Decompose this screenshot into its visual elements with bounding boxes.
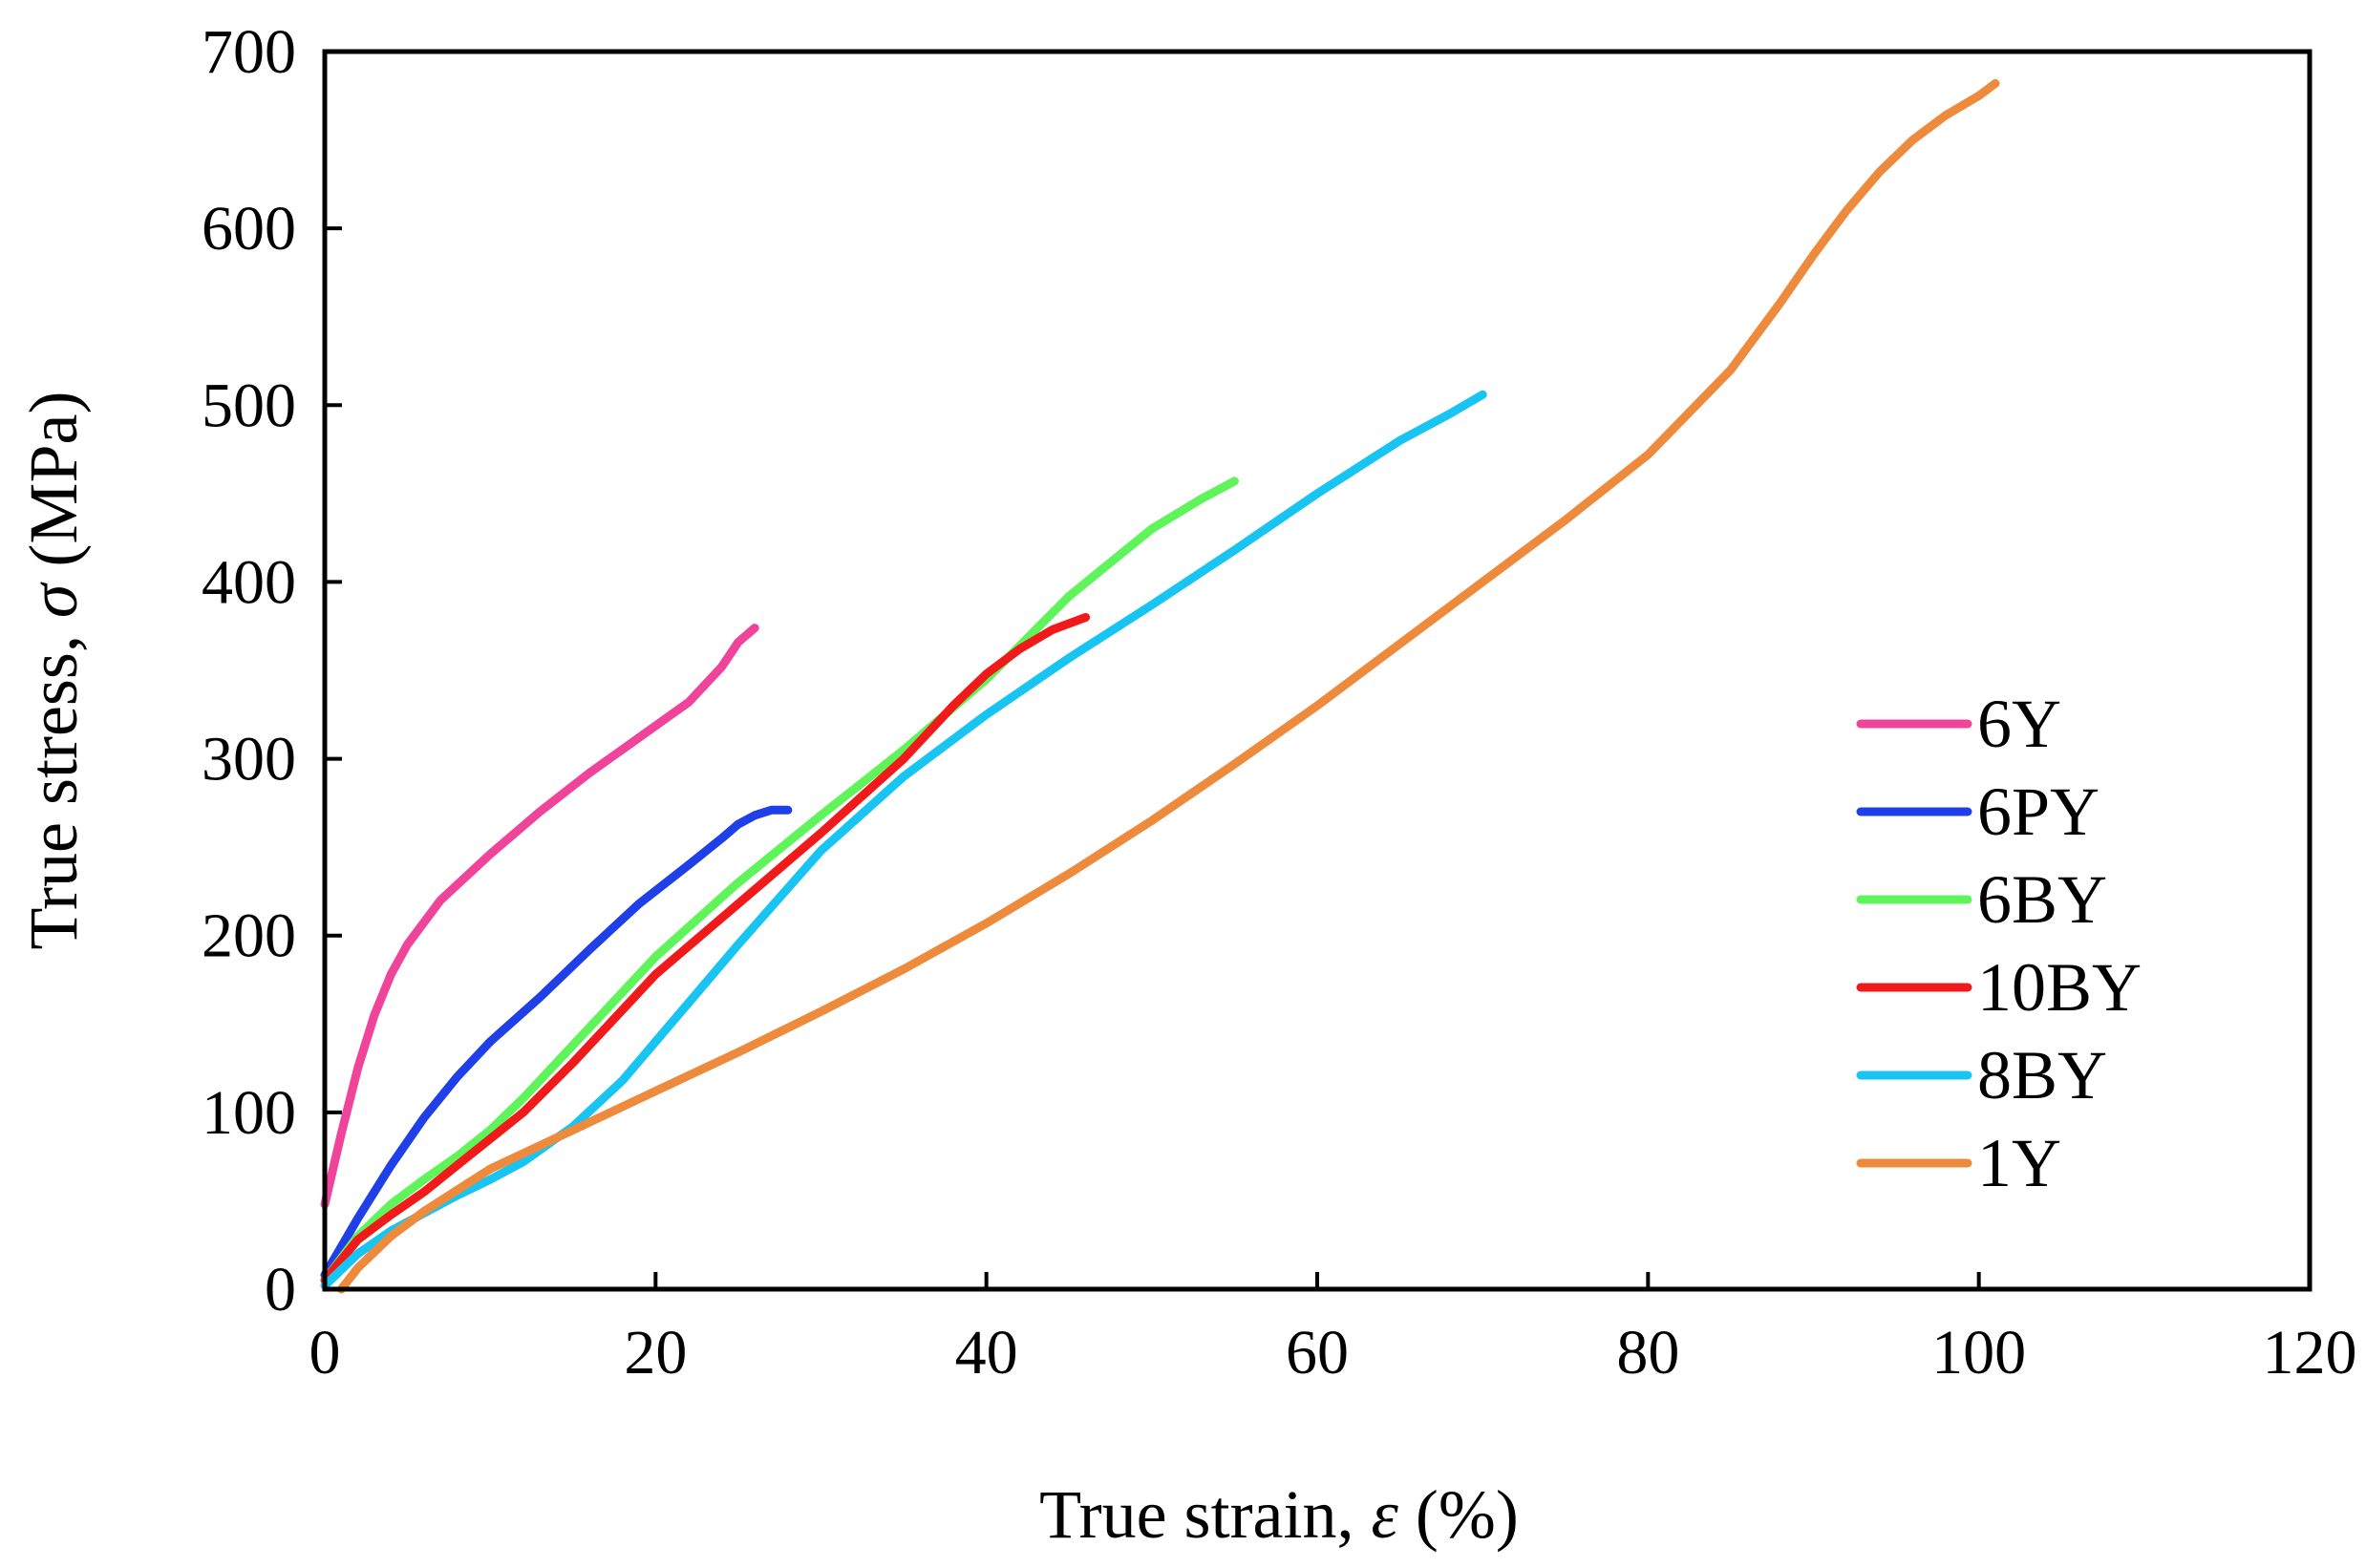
y-tick-label: 700 — [202, 17, 296, 87]
y-tick-label: 500 — [202, 371, 296, 440]
x-tick-label: 0 — [309, 1318, 341, 1388]
y-tick-label: 400 — [202, 547, 296, 617]
legend-label-6by: 6BY — [1977, 861, 2107, 938]
y-tick-label: 300 — [202, 725, 296, 795]
series-line-6by — [320, 477, 1239, 1285]
y-tick-label: 200 — [202, 901, 296, 971]
y-axis-label: True stress, σ (MPa) — [15, 392, 92, 950]
series-line-10by — [320, 613, 1091, 1285]
y-tick-label: 100 — [202, 1078, 296, 1148]
y-tick-label: 600 — [202, 194, 296, 264]
legend: 6Y 6PY 6BY 10BY 8BY 1Y — [1856, 686, 2142, 1201]
legend-label-1y: 1Y — [1977, 1125, 2061, 1201]
x-tick-label: 120 — [2263, 1318, 2357, 1388]
x-tick-label: 100 — [1931, 1318, 2026, 1388]
legend-label-10by: 10BY — [1977, 949, 2142, 1026]
legend-label-6py: 6PY — [1977, 773, 2100, 850]
y-tick-label: 0 — [265, 1255, 296, 1324]
x-tick-label: 60 — [1286, 1318, 1349, 1388]
legend-label-6y: 6Y — [1977, 686, 2061, 762]
series-layer — [320, 78, 2000, 1294]
series-line-6y — [320, 624, 759, 1209]
x-tick-label: 20 — [624, 1318, 687, 1388]
series-line-8by — [320, 390, 1487, 1290]
tick-layer: 0 20 40 60 80 100 120 0 100 200 300 400 500 600 700 — [202, 17, 2357, 1388]
series-line-1y — [336, 78, 2000, 1294]
legend-label-8by: 8BY — [1977, 1037, 2107, 1113]
x-tick-label: 40 — [955, 1318, 1018, 1388]
x-axis-label: True strain, ε (%) — [1039, 1476, 1519, 1553]
x-tick-label: 80 — [1616, 1318, 1679, 1388]
series-line-6py — [320, 805, 793, 1280]
